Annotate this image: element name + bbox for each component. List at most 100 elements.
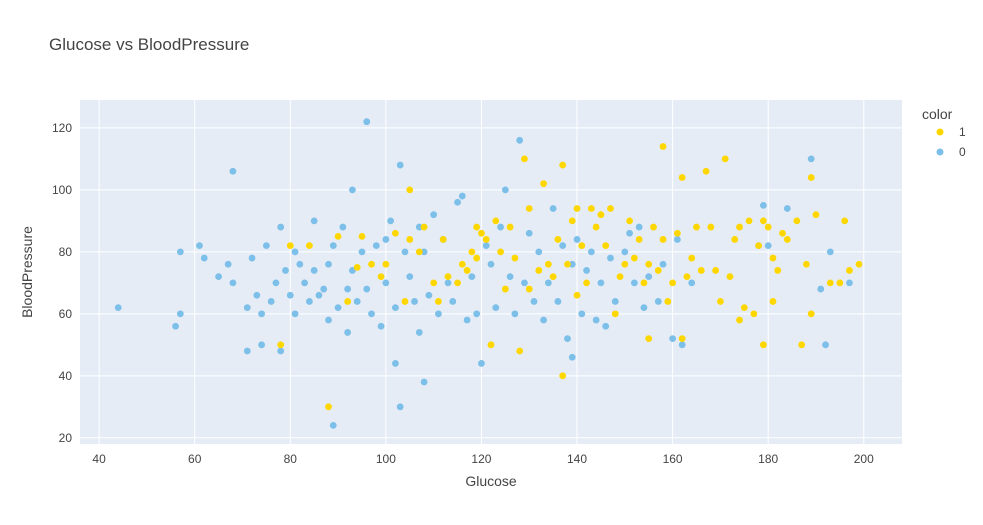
data-point-series-1 <box>650 223 657 231</box>
data-point-series-1 <box>745 217 753 225</box>
data-point-series-1 <box>592 223 600 231</box>
data-point-series-0 <box>325 260 332 268</box>
data-point-series-0 <box>176 248 184 256</box>
data-point-series-0 <box>673 236 681 243</box>
data-point-series-0 <box>764 242 772 250</box>
y-gridlines <box>80 127 902 439</box>
data-point-series-0 <box>372 242 380 250</box>
data-point-series-0 <box>640 304 648 312</box>
data-point-series-0 <box>258 310 266 318</box>
data-point-series-0 <box>363 285 371 293</box>
data-point-series-0 <box>669 335 677 343</box>
data-point-series-0 <box>559 242 567 250</box>
data-point-series-1 <box>382 260 390 268</box>
data-point-series-1 <box>573 205 581 212</box>
data-point-series-0 <box>444 279 452 287</box>
data-point-series-1 <box>415 248 423 256</box>
legend-label-series-1[interactable]: 1 <box>959 125 966 139</box>
x-tick-label: 100 <box>376 452 396 466</box>
data-point-series-0 <box>196 242 203 250</box>
data-point-series-1 <box>721 155 729 163</box>
data-point-series-0 <box>501 186 509 194</box>
data-point-series-0 <box>654 298 662 305</box>
data-point-series-0 <box>224 260 232 268</box>
data-point-series-1 <box>482 236 490 243</box>
data-point-series-0 <box>291 248 299 256</box>
data-point-series-1 <box>736 316 743 324</box>
y-tick-label: 100 <box>52 183 72 197</box>
chart-title: Glucose vs BloodPressure <box>49 35 249 54</box>
data-point-series-0 <box>420 378 428 386</box>
data-point-series-0 <box>396 403 404 411</box>
data-point-series-1 <box>506 223 514 231</box>
data-point-series-0 <box>392 360 399 367</box>
data-point-series-0 <box>296 260 304 268</box>
data-point-series-0 <box>659 260 667 268</box>
data-point-series-0 <box>387 217 395 225</box>
data-point-series-0 <box>320 285 328 293</box>
data-point-series-1 <box>564 260 571 268</box>
legend-marker-series-0[interactable] <box>936 148 944 156</box>
data-point-series-0 <box>420 248 428 256</box>
data-point-series-0 <box>530 298 538 305</box>
x-axis-title: Glucose <box>465 473 517 489</box>
data-point-series-0 <box>411 298 418 305</box>
data-point-series-1 <box>807 310 815 318</box>
data-point-series-0 <box>511 310 519 318</box>
data-point-series-1 <box>454 279 461 287</box>
data-point-series-1 <box>697 267 705 274</box>
data-point-series-0 <box>344 329 352 336</box>
data-point-series-1 <box>583 279 590 287</box>
legend-marker-series-1[interactable] <box>936 128 944 136</box>
data-point-series-1 <box>406 236 414 243</box>
data-point-series-1 <box>305 242 313 250</box>
data-point-series-0 <box>430 211 438 219</box>
data-point-series-1 <box>760 341 767 349</box>
data-point-series-0 <box>243 347 251 355</box>
data-point-series-1 <box>607 205 614 212</box>
data-point-series-1 <box>511 254 519 262</box>
data-point-series-0 <box>377 322 385 330</box>
data-point-series-1 <box>774 267 782 274</box>
data-point-series-1 <box>458 260 466 268</box>
data-point-series-1 <box>473 223 481 231</box>
x-tick-label: 80 <box>284 452 298 466</box>
y-axis-title: BloodPressure <box>19 226 35 318</box>
data-point-series-1 <box>836 279 844 287</box>
data-point-series-1 <box>779 229 786 237</box>
data-point-series-1 <box>716 298 724 305</box>
legend[interactable]: color 1 0 <box>922 106 966 159</box>
data-point-series-0 <box>478 360 485 367</box>
data-point-series-0 <box>487 260 495 268</box>
x-tick-label: 60 <box>188 452 202 466</box>
data-point-series-0 <box>172 322 179 330</box>
data-point-series-0 <box>597 279 605 287</box>
data-point-series-1 <box>478 229 485 237</box>
data-point-series-0 <box>396 161 404 169</box>
data-point-series-0 <box>578 310 586 318</box>
data-point-series-1 <box>645 260 653 268</box>
data-point-series-1 <box>525 285 533 293</box>
data-point-series-1 <box>358 232 366 240</box>
data-point-series-0 <box>497 223 504 231</box>
data-point-series-1 <box>707 223 715 231</box>
data-point-series-0 <box>329 422 337 429</box>
data-point-series-1 <box>492 217 500 225</box>
data-point-series-1 <box>645 335 653 343</box>
data-point-series-0 <box>243 304 251 312</box>
data-point-series-0 <box>564 335 571 343</box>
x-tick-label: 200 <box>854 452 874 466</box>
legend-label-series-0[interactable]: 0 <box>959 145 966 159</box>
data-point-series-0 <box>262 242 270 250</box>
data-point-series-0 <box>353 298 361 305</box>
data-point-series-0 <box>554 298 562 305</box>
y-tick-label: 60 <box>59 307 73 321</box>
data-point-series-0 <box>760 201 767 209</box>
data-point-series-1 <box>846 267 853 274</box>
data-point-series-1 <box>392 229 399 237</box>
data-point-series-0 <box>415 223 423 231</box>
data-point-series-0 <box>449 298 457 305</box>
data-point-series-1 <box>659 236 667 243</box>
data-point-series-0 <box>607 254 614 262</box>
data-point-series-0 <box>358 248 366 256</box>
